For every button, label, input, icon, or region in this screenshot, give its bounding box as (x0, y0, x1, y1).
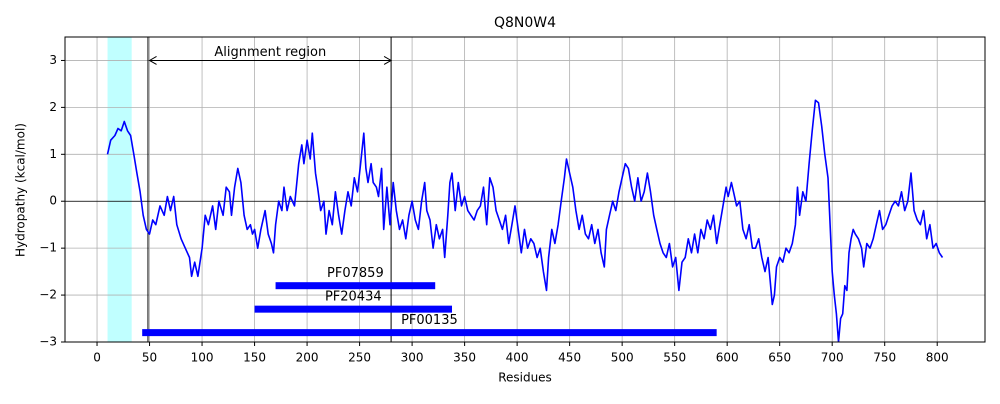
y-tick-label: −1 (39, 241, 57, 255)
plot-frame (64, 36, 986, 343)
x-tick-label: 0 (93, 351, 101, 365)
x-tick-label: 550 (663, 351, 686, 365)
chart-title: Q8N0W4 (494, 15, 556, 31)
x-tick-label: 750 (873, 351, 896, 365)
x-tick-label: 250 (348, 351, 371, 365)
y-axis-label: Hydropathy (kcal/mol) (14, 123, 28, 257)
hydropathy-line (106, 99, 944, 342)
x-tick-label: 600 (716, 351, 739, 365)
x-tick-label: 200 (296, 351, 319, 365)
x-tick-label: 100 (191, 351, 214, 365)
domain-bar (254, 305, 453, 313)
x-tick-label: 700 (821, 351, 844, 365)
annotation: Alignment region (214, 45, 326, 60)
x-tick-label: 800 (926, 351, 949, 365)
y-tick-label: 2 (49, 100, 57, 114)
x-tick-label: 150 (243, 351, 266, 365)
x-tick-label: 350 (453, 351, 476, 365)
x-tick-label: 400 (506, 351, 529, 365)
plot-area: Alignment region PF07859 PF20434 PF00135 (65, 37, 985, 342)
domain-bar (142, 329, 717, 337)
y-tick-label: 3 (49, 53, 57, 67)
domain-label: PF00135 (401, 313, 458, 328)
domain-label: PF07859 (327, 266, 384, 281)
y-tick-label: 0 (49, 194, 57, 208)
x-tick-label: 450 (558, 351, 581, 365)
x-axis-label: Residues (498, 371, 552, 385)
arrow-head (148, 56, 157, 65)
arrow-head (383, 56, 393, 65)
y-tick-label: −2 (39, 288, 57, 302)
domain-label: PF20434 (325, 290, 382, 305)
y-tick-label: −3 (39, 335, 57, 349)
x-tick-label: 500 (611, 351, 634, 365)
x-tick-label: 300 (401, 351, 424, 365)
domain-bar (275, 282, 436, 290)
highlight-span (107, 37, 132, 342)
x-tick-label: 50 (142, 351, 157, 365)
x-tick-label: 650 (768, 351, 791, 365)
y-tick-label: 1 (49, 147, 57, 161)
